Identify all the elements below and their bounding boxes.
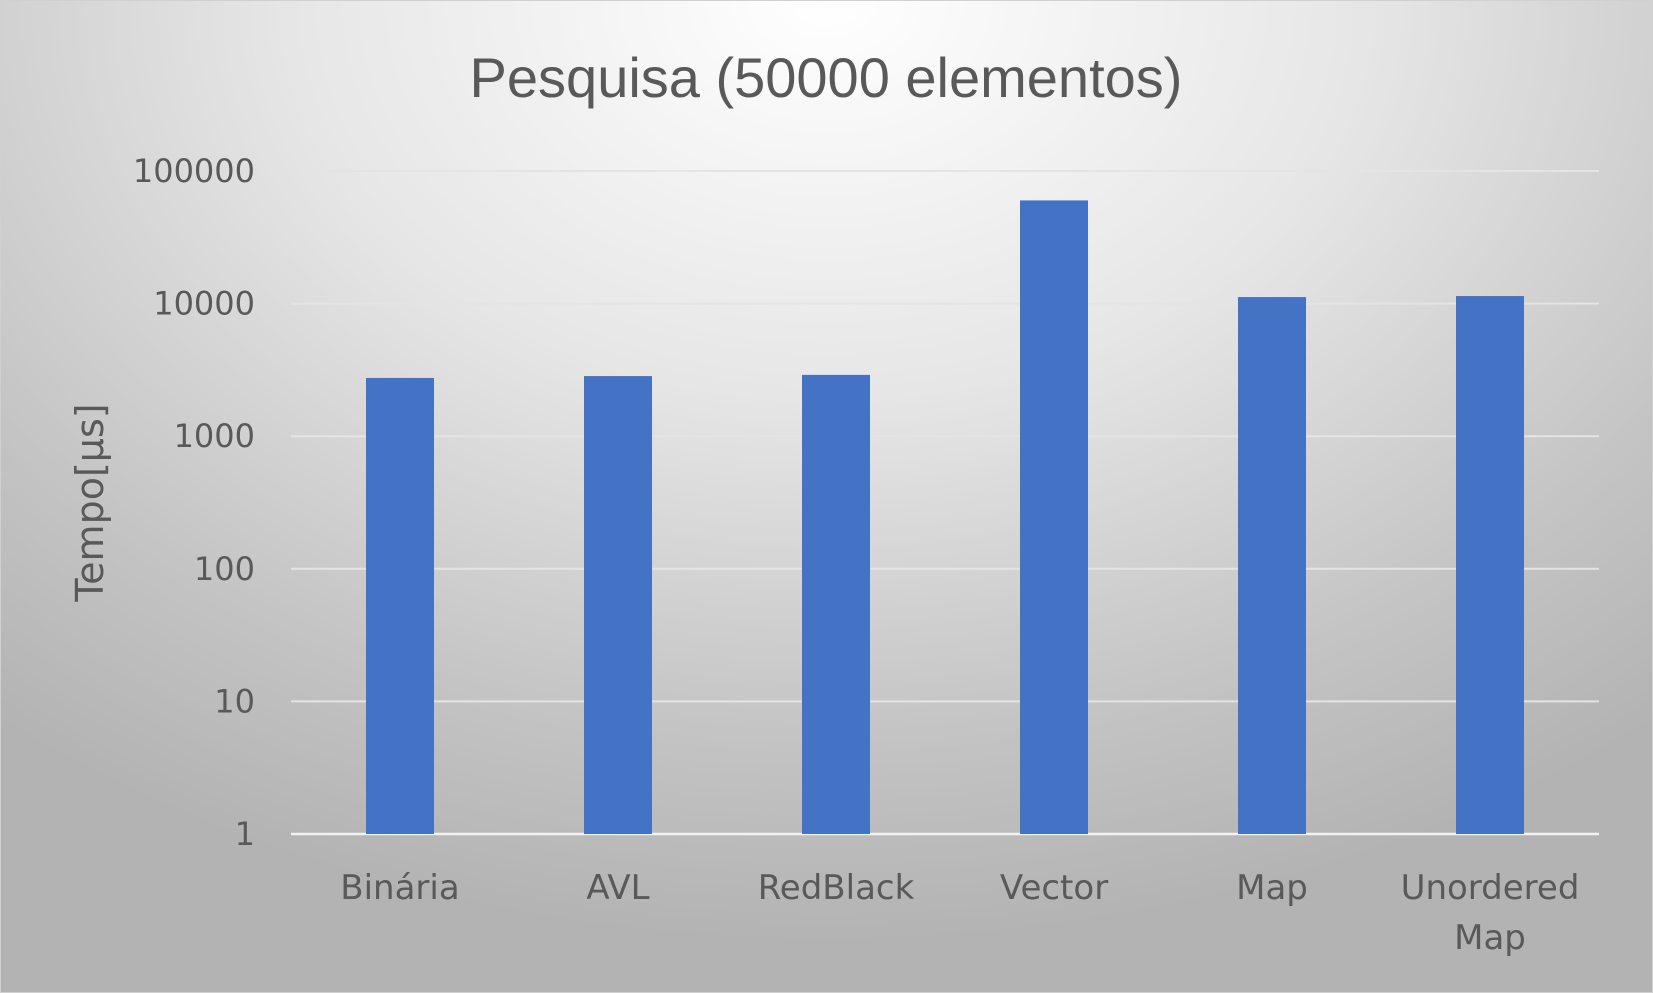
- y-tick-label: 100000: [133, 152, 255, 190]
- bar: [1238, 297, 1306, 834]
- x-category-label: Map: [1236, 868, 1308, 908]
- bar: [1020, 200, 1088, 835]
- bar: [366, 377, 434, 834]
- x-category-label: RedBlack: [758, 868, 915, 908]
- bar: [1456, 296, 1524, 834]
- x-category-label: Unordered: [1401, 868, 1580, 908]
- y-tick-label: 10000: [153, 285, 255, 323]
- x-category-label: AVL: [586, 868, 649, 908]
- y-axis-label: Tempo[µs]: [68, 403, 112, 602]
- x-category-label: Binária: [340, 868, 459, 908]
- x-category-label: Vector: [1000, 868, 1108, 908]
- y-tick-label: 100: [194, 550, 255, 588]
- bar: [584, 376, 652, 834]
- y-tick-label: 1: [235, 815, 255, 853]
- y-tick-label: 10: [214, 682, 255, 720]
- chart-title: Pesquisa (50000 elementos): [470, 46, 1183, 109]
- y-tick-label: 1000: [174, 417, 255, 455]
- x-category-label: Map: [1454, 918, 1526, 958]
- bar: [802, 374, 870, 834]
